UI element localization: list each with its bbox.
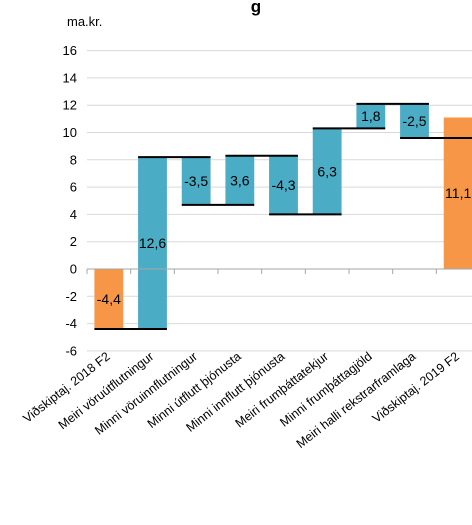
value-label: 11,1 bbox=[445, 185, 471, 201]
bar bbox=[181, 157, 211, 205]
bar bbox=[356, 103, 386, 129]
y-tick-label: -6 bbox=[65, 343, 77, 358]
bar bbox=[443, 117, 472, 269]
y-tick-label: 4 bbox=[70, 207, 77, 222]
y-tick-label: 8 bbox=[70, 152, 77, 167]
value-label: -2,5 bbox=[402, 113, 426, 129]
value-label: -4,4 bbox=[97, 291, 121, 307]
y-tick-label: 0 bbox=[70, 262, 77, 277]
y-tick-label: 10 bbox=[63, 125, 77, 140]
bar bbox=[94, 269, 124, 330]
bar bbox=[269, 155, 298, 215]
value-label: -4,3 bbox=[271, 177, 295, 193]
value-label: 1,8 bbox=[361, 108, 381, 124]
y-tick-label: -2 bbox=[65, 289, 77, 304]
y-tick-label: -4 bbox=[65, 316, 77, 331]
bar bbox=[225, 155, 255, 205]
bar bbox=[400, 103, 429, 138]
value-label: 12,6 bbox=[139, 235, 166, 251]
y-tick-label: 2 bbox=[70, 234, 77, 249]
bar bbox=[138, 157, 167, 330]
y-tick-label: 6 bbox=[70, 180, 77, 195]
bars bbox=[94, 103, 472, 330]
value-label: 3,6 bbox=[230, 172, 250, 188]
y-tick-label: 16 bbox=[63, 43, 77, 58]
value-labels: -4,4 12,6 -3,5 3,6 -4,3 6,3 1,8 -2,5 11,1 bbox=[97, 108, 472, 307]
y-tick-label: 12 bbox=[63, 98, 77, 113]
connectors bbox=[94, 102, 472, 331]
value-label: 6,3 bbox=[317, 163, 337, 179]
value-label: -3,5 bbox=[184, 173, 208, 189]
bar bbox=[312, 128, 342, 215]
chart-title: g bbox=[251, 0, 261, 16]
y-tick-label: 14 bbox=[63, 70, 77, 85]
axes bbox=[86, 268, 472, 274]
y-axis-unit-label: ma.kr. bbox=[67, 14, 102, 29]
y-tick-labels: -6 -4 -2 0 2 4 6 8 10 12 14 16 bbox=[63, 43, 77, 358]
